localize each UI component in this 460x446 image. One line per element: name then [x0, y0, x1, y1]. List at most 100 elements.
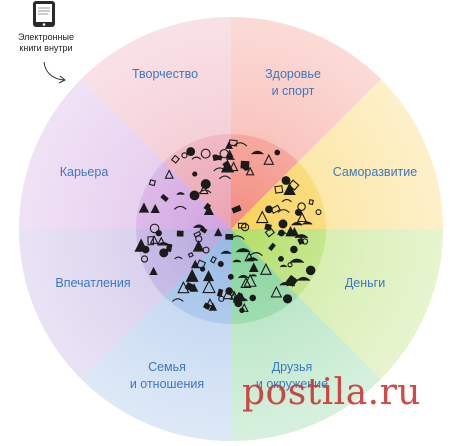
doodle-icon [243, 273, 257, 287]
caption-line-2: книги внутри [19, 43, 73, 54]
doodle-icon [291, 222, 303, 226]
doodle-icon [237, 222, 247, 229]
doodle-icon [264, 223, 272, 231]
doodle-icon [285, 274, 298, 287]
doodle-icon [228, 157, 235, 161]
doodle-icon [305, 265, 316, 276]
doodle-icon [160, 193, 169, 202]
doodle-icon [174, 256, 183, 260]
doodle-icon [228, 161, 239, 172]
doodle-icon [238, 274, 249, 279]
doodle-icon [277, 231, 288, 236]
doodle-icon [200, 148, 211, 159]
doodle-icon [155, 229, 162, 237]
doodle-icon [193, 230, 202, 238]
doodle-icon [134, 238, 148, 252]
doodle-icon [220, 250, 232, 255]
doodle-icon [279, 264, 288, 268]
doodle-icon [278, 219, 288, 229]
doodle-icon [296, 211, 308, 223]
doodle-icon [213, 154, 223, 161]
doodle-icon [237, 292, 246, 302]
doodle-icon [149, 266, 158, 276]
doodle-icon [259, 262, 272, 275]
doodle-icon [308, 199, 314, 206]
doodle-icon [251, 150, 264, 155]
doodle-icon [278, 255, 284, 262]
doodle-icon [190, 259, 200, 269]
doodle-icon [203, 205, 214, 216]
postila-watermark-logo: postila.ru [242, 372, 421, 413]
doodle-icon [282, 294, 293, 304]
doodle-icon [235, 248, 251, 253]
doodle-icon [265, 205, 273, 214]
doodle-icon [232, 259, 242, 263]
doodle-icon [287, 262, 293, 268]
doodle-icon [205, 297, 215, 307]
doodle-icon [157, 236, 166, 245]
doodle-icon [186, 147, 196, 157]
doodle-icon [192, 171, 198, 177]
label-friends: Друзья и окружение [255, 360, 329, 391]
doodle-icon [249, 252, 263, 257]
doodle-icon [181, 152, 188, 159]
doodle-icon [255, 210, 269, 224]
doodle-icon [225, 141, 233, 149]
doodle-icon [264, 227, 275, 238]
doodle-icon [218, 175, 231, 180]
doodle-icon [219, 149, 229, 159]
doodle-icon [217, 261, 224, 268]
doodle-icon [202, 270, 215, 282]
label-family: Семья и отношения [129, 360, 205, 391]
doodle-icon [170, 154, 180, 164]
doodle-icon [164, 169, 174, 179]
doodle-icon [150, 203, 160, 214]
label-selfdev: Саморазвитие [332, 165, 418, 179]
doodle-icon [192, 240, 205, 252]
doodle-icon [213, 167, 227, 172]
doodle-icon [225, 287, 233, 295]
doodle-icon [290, 245, 298, 254]
doodle-icon [225, 233, 234, 240]
doodle-icon [214, 227, 223, 237]
label-health: Здоровье и спорт [265, 67, 321, 98]
doodle-icon [138, 202, 150, 213]
doodle-icon [268, 242, 276, 251]
doodle-icon [149, 223, 160, 234]
doodle-icon [296, 276, 311, 281]
doodle-icon [274, 185, 284, 194]
doodle-icon [185, 268, 199, 282]
doodle-icon [148, 179, 156, 187]
ebooks-caption: Электронные книги внутри [10, 32, 82, 55]
doodle-icon [173, 205, 187, 210]
doodle-icon [242, 164, 250, 171]
doodle-icon [315, 209, 322, 216]
doodle-icon [249, 294, 257, 302]
doodle-icon [245, 166, 255, 176]
doodle-icon [187, 252, 194, 258]
center-doodles [134, 139, 322, 314]
doodle-icon [199, 226, 208, 234]
doodle-icon [289, 226, 300, 237]
doodle-icon [184, 281, 196, 292]
doodle-icon [218, 295, 225, 302]
doodle-icon [189, 190, 200, 201]
doodle-icon [227, 273, 234, 280]
doodle-icon [171, 298, 184, 302]
label-career: Карьера [59, 165, 109, 179]
caption-line-1: Электронные [17, 32, 74, 42]
doodle-icon [159, 248, 169, 258]
doodle-icon [222, 160, 232, 171]
doodle-icon [196, 259, 207, 270]
label-creativity: Творчество [131, 67, 199, 81]
doodle-icon [198, 189, 212, 194]
doodle-icon [216, 288, 224, 298]
doodle-icon [202, 279, 216, 294]
doodle-icon [248, 262, 259, 272]
doodle-icon [191, 156, 202, 160]
wheel-fade-overlay [19, 17, 443, 441]
doodle-icon [274, 149, 281, 156]
doodle-icon [246, 257, 259, 262]
doodle-icon [149, 234, 159, 244]
